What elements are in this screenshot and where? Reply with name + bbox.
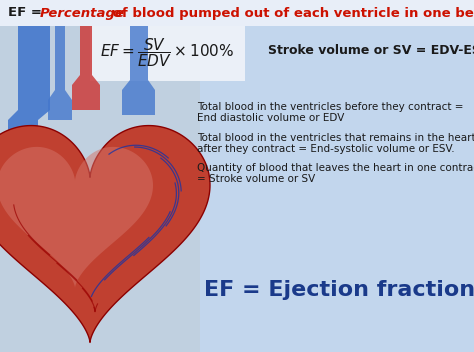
- Polygon shape: [48, 26, 72, 120]
- Polygon shape: [0, 126, 210, 342]
- Text: Percentage: Percentage: [40, 6, 125, 19]
- FancyBboxPatch shape: [90, 26, 245, 81]
- Text: Stroke volume or SV = EDV-ESV: Stroke volume or SV = EDV-ESV: [268, 44, 474, 57]
- Polygon shape: [0, 147, 153, 288]
- Text: Total blood in the ventricles before they contract =: Total blood in the ventricles before the…: [197, 102, 464, 112]
- Polygon shape: [8, 26, 50, 150]
- Text: EF =: EF =: [8, 6, 46, 19]
- Text: $EF = \dfrac{SV}{EDV} \times 100\%$: $EF = \dfrac{SV}{EDV} \times 100\%$: [100, 37, 235, 69]
- Polygon shape: [122, 26, 155, 115]
- Text: Total blood in the ventricles that remains in the heart: Total blood in the ventricles that remai…: [197, 133, 474, 143]
- FancyBboxPatch shape: [0, 26, 200, 352]
- Text: Quantity of blood that leaves the heart in one contraction: Quantity of blood that leaves the heart …: [197, 163, 474, 173]
- Text: EF = Ejection fraction: EF = Ejection fraction: [204, 280, 474, 300]
- Text: End diastolic volume or EDV: End diastolic volume or EDV: [197, 113, 345, 123]
- FancyBboxPatch shape: [185, 0, 474, 352]
- Text: = Stroke volume or SV: = Stroke volume or SV: [197, 174, 315, 184]
- Text: of blood pumped out of each ventricle in one beat: of blood pumped out of each ventricle in…: [108, 6, 474, 19]
- Text: after they contract = End-systolic volume or ESV.: after they contract = End-systolic volum…: [197, 144, 455, 154]
- FancyBboxPatch shape: [0, 0, 474, 26]
- Polygon shape: [72, 26, 100, 110]
